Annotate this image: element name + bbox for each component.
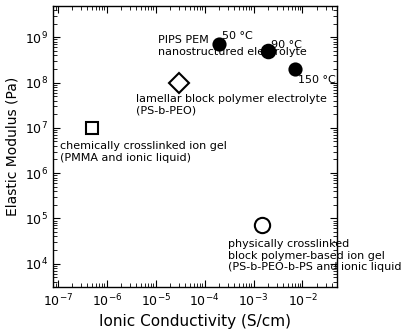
Text: 90 °C: 90 °C <box>271 40 302 50</box>
Text: physically crosslinked
block polymer-based ion gel
(PS-b-PEO-b-PS and ionic liqu: physically crosslinked block polymer-bas… <box>228 239 401 272</box>
Text: 150 °C: 150 °C <box>298 75 336 84</box>
Y-axis label: Elastic Modulus (Pa): Elastic Modulus (Pa) <box>6 77 20 216</box>
Text: PIPS PEM
nanostructured electrolyte: PIPS PEM nanostructured electrolyte <box>158 36 306 57</box>
X-axis label: Ionic Conductivity (S/cm): Ionic Conductivity (S/cm) <box>99 315 291 329</box>
Text: 50 °C: 50 °C <box>222 31 253 41</box>
Text: chemically crosslinked ion gel
(PMMA and ionic liquid): chemically crosslinked ion gel (PMMA and… <box>60 141 227 163</box>
Text: lamellar block polymer electrolyte
(PS-b-PEO): lamellar block polymer electrolyte (PS-b… <box>136 94 327 116</box>
